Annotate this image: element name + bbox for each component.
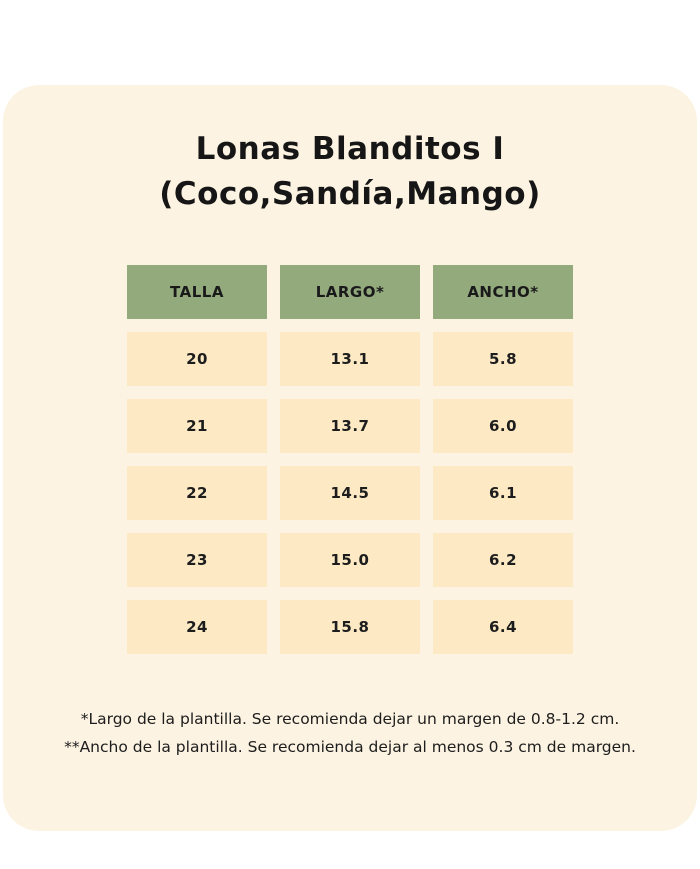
footnote-largo: *Largo de la plantilla. Se recomienda de… xyxy=(80,709,620,728)
size-chart-card: Lonas Blanditos I (Coco,Sandía,Mango) TA… xyxy=(3,85,697,831)
table-cell-ancho: 6.2 xyxy=(433,532,573,587)
table-cell-largo: 14.5 xyxy=(280,465,420,520)
page-title-line2: (Coco,Sandía,Mango) xyxy=(159,175,541,212)
table-cell-talla: 22 xyxy=(127,465,267,520)
table-cell-ancho: 5.8 xyxy=(433,331,573,386)
table-cell-largo: 15.8 xyxy=(280,599,420,654)
table-cell-largo: 13.7 xyxy=(280,398,420,453)
size-table: TALLA LARGO* ANCHO* 20 13.1 5.8 21 13.7 … xyxy=(3,264,697,654)
table-cell-ancho: 6.1 xyxy=(433,465,573,520)
table-cell-talla: 24 xyxy=(127,599,267,654)
table-cell-largo: 13.1 xyxy=(280,331,420,386)
footnotes: *Largo de la plantilla. Se recomienda de… xyxy=(3,706,697,762)
page-title: Lonas Blanditos I (Coco,Sandía,Mango) xyxy=(3,127,697,217)
table-header-largo: LARGO* xyxy=(280,264,420,319)
table-header-talla: TALLA xyxy=(127,264,267,319)
table-cell-talla: 21 xyxy=(127,398,267,453)
footnote-ancho: **Ancho de la plantilla. Se recomienda d… xyxy=(64,737,636,756)
table-cell-talla: 23 xyxy=(127,532,267,587)
page-title-line1: Lonas Blanditos I xyxy=(195,131,505,167)
table-cell-ancho: 6.0 xyxy=(433,398,573,453)
table-header-ancho: ANCHO* xyxy=(433,264,573,319)
table-cell-largo: 15.0 xyxy=(280,532,420,587)
table-cell-ancho: 6.4 xyxy=(433,599,573,654)
table-cell-talla: 20 xyxy=(127,331,267,386)
